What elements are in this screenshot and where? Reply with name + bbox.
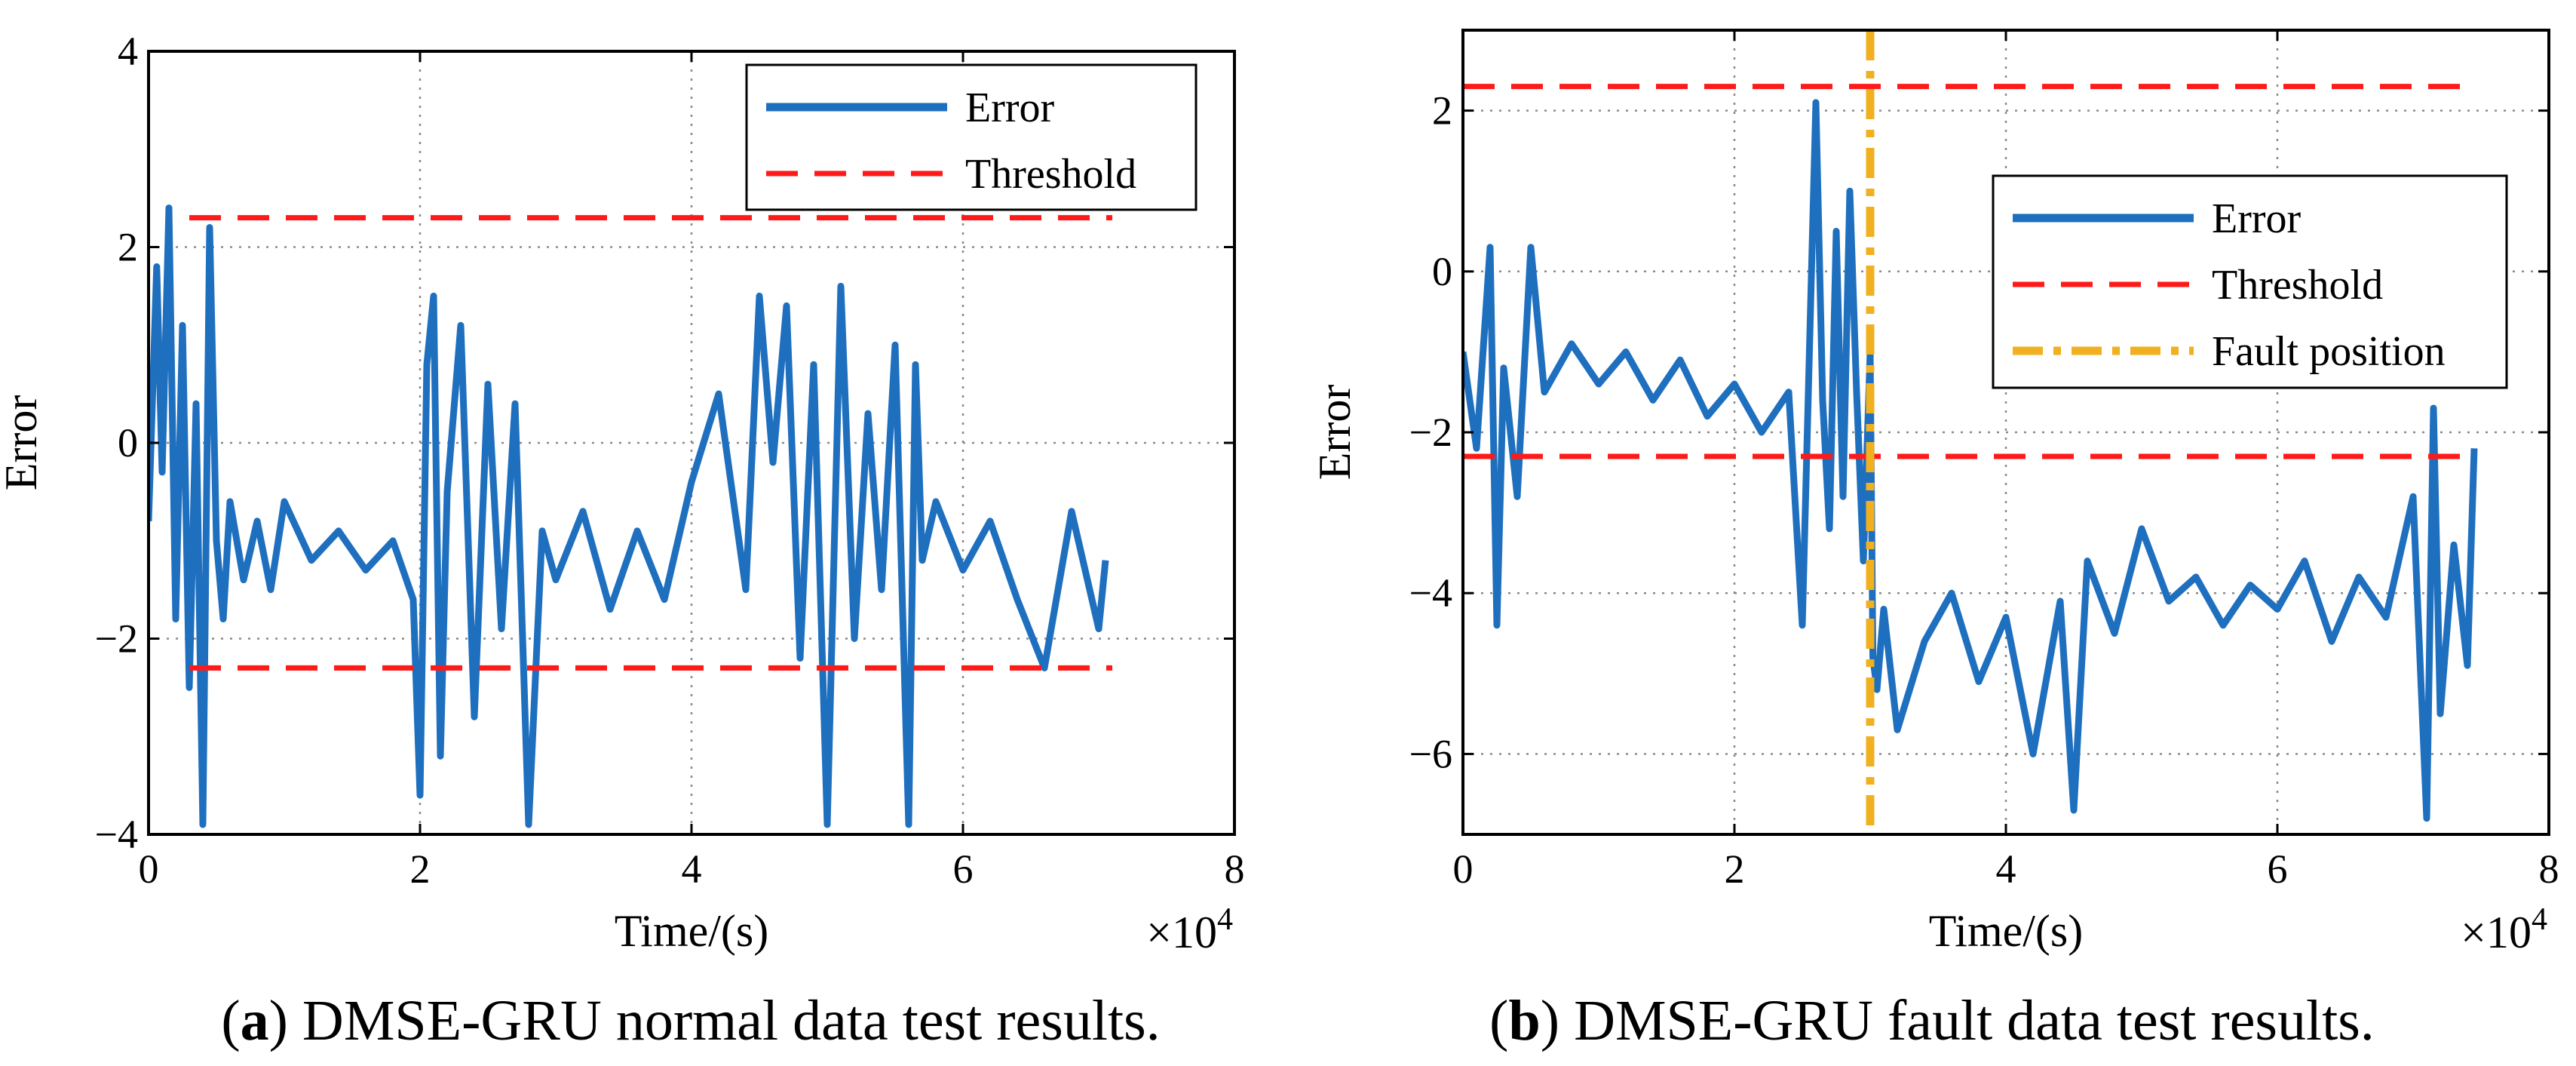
- x-multiplier: ×104: [1146, 902, 1233, 957]
- x-tick-label: 4: [682, 846, 702, 892]
- y-tick-label: −2: [1409, 410, 1452, 455]
- legend-label: Error: [2212, 195, 2302, 242]
- legend: Error Threshold Fault position: [1992, 174, 2508, 389]
- panel-caption: (b) DMSE-GRU fault data test results.: [1489, 989, 2375, 1052]
- x-tick-label: 8: [2539, 846, 2559, 892]
- chart-panel-b: 0 2 4 6 8 −6 −4 −2 0 2 Time/(s) Error ×104 Error Thres…: [1310, 29, 2559, 1052]
- legend: Error Threshold: [745, 63, 1198, 211]
- x-axis-label: Time/(s): [1929, 906, 2084, 956]
- error-series-line: [1463, 99, 2478, 822]
- legend-label: Error: [965, 84, 1055, 131]
- y-tick-label: 4: [118, 29, 138, 74]
- y-tick-label: −6: [1409, 731, 1452, 776]
- y-tick-label: 2: [118, 225, 138, 270]
- x-multiplier: ×104: [2461, 902, 2547, 957]
- legend-label: Threshold: [2212, 262, 2383, 309]
- x-tick-label: 2: [410, 846, 431, 892]
- x-tick-label: 6: [2268, 846, 2288, 892]
- error-series-line: [149, 204, 1109, 828]
- y-tick-label: 2: [1432, 88, 1452, 134]
- y-axis-label: Error: [1310, 385, 1360, 481]
- plot-area: [149, 204, 1112, 828]
- y-tick-label: 0: [118, 420, 138, 465]
- x-tick-label: 6: [953, 846, 974, 892]
- x-tick-label: 0: [1453, 846, 1474, 892]
- x-axis-label: Time/(s): [615, 906, 769, 956]
- x-tick-label: 0: [139, 846, 159, 892]
- panel-caption: (a) DMSE-GRU normal data test results.: [221, 989, 1160, 1052]
- legend-label: Fault position: [2212, 328, 2446, 375]
- y-tick-label: −2: [95, 616, 138, 662]
- y-axis-label: Error: [0, 395, 46, 491]
- chart-panel-a: 0 2 4 6 8 −4 −2 0 2 4 Time/(s) Error ×104 Error Thresh…: [0, 29, 1245, 1052]
- x-tick-label: 4: [1996, 846, 2016, 892]
- legend-label: Threshold: [965, 151, 1136, 198]
- x-tick-label: 8: [1225, 846, 1245, 892]
- y-tick-label: −4: [1409, 570, 1452, 616]
- plot-area: [1463, 30, 2478, 834]
- legend-box: [745, 63, 1198, 211]
- x-tick-label: 2: [1725, 846, 1745, 892]
- y-tick-label: 0: [1432, 249, 1452, 294]
- y-tick-label: −4: [95, 812, 138, 857]
